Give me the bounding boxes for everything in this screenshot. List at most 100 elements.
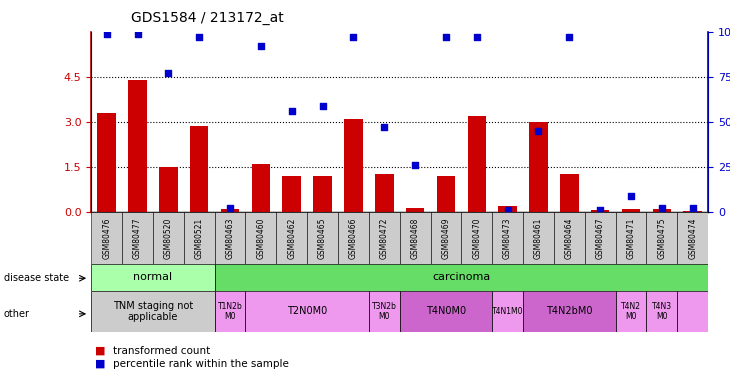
Bar	[369, 212, 400, 264]
Text: GSM80470: GSM80470	[472, 217, 481, 259]
Bar	[492, 212, 523, 264]
Bar	[585, 212, 615, 264]
Text: ■: ■	[95, 359, 105, 369]
Bar	[400, 291, 492, 332]
Bar	[375, 174, 393, 212]
Text: GSM80463: GSM80463	[226, 217, 234, 259]
Point	[193, 34, 205, 40]
Bar	[215, 264, 708, 291]
Text: T1N2b
M0: T1N2b M0	[218, 302, 242, 321]
Text: T4N3
M0: T4N3 M0	[652, 302, 672, 321]
Text: GSM80476: GSM80476	[102, 217, 111, 259]
Point	[625, 193, 637, 199]
Point	[533, 128, 545, 134]
Bar	[97, 113, 116, 212]
Bar	[622, 210, 640, 212]
Bar	[523, 212, 554, 264]
Bar	[400, 212, 431, 264]
Bar	[153, 212, 184, 264]
Bar	[252, 164, 270, 212]
Point	[163, 70, 174, 76]
Bar	[591, 210, 610, 212]
Text: GSM80467: GSM80467	[596, 217, 604, 259]
Point	[656, 205, 668, 211]
Bar	[283, 176, 301, 212]
Bar	[467, 116, 486, 212]
Bar	[499, 206, 517, 212]
Point	[687, 205, 699, 211]
Bar	[307, 212, 338, 264]
Bar	[184, 212, 215, 264]
Bar	[529, 123, 548, 212]
Bar	[615, 212, 647, 264]
Text: GSM80468: GSM80468	[410, 217, 420, 259]
Point	[594, 207, 606, 213]
Point	[286, 108, 298, 114]
Point	[440, 34, 452, 40]
Point	[131, 31, 143, 37]
Text: normal: normal	[134, 273, 172, 282]
Text: GSM80477: GSM80477	[133, 217, 142, 259]
Bar	[220, 210, 239, 212]
Bar	[344, 119, 363, 212]
Bar	[406, 208, 424, 212]
Bar	[647, 212, 677, 264]
Point	[471, 34, 483, 40]
Text: TNM staging not
applicable: TNM staging not applicable	[113, 301, 193, 322]
Point	[410, 162, 421, 168]
Text: percentile rank within the sample: percentile rank within the sample	[113, 359, 289, 369]
Point	[378, 124, 390, 130]
Bar	[159, 167, 177, 212]
Bar	[431, 212, 461, 264]
Point	[317, 103, 328, 109]
Bar	[215, 291, 245, 332]
Bar	[653, 210, 671, 212]
Text: GSM80474: GSM80474	[688, 217, 697, 259]
Point	[224, 205, 236, 211]
Bar	[492, 291, 523, 332]
Bar	[215, 212, 245, 264]
Bar	[276, 212, 307, 264]
Bar	[91, 264, 215, 291]
Text: GSM80465: GSM80465	[318, 217, 327, 259]
Text: GSM80461: GSM80461	[534, 217, 543, 259]
Bar	[245, 212, 276, 264]
Text: GSM80460: GSM80460	[256, 217, 266, 259]
Text: disease state: disease state	[4, 273, 69, 283]
Point	[564, 34, 575, 40]
Bar	[677, 212, 708, 264]
Text: GSM80475: GSM80475	[657, 217, 666, 259]
Bar	[647, 291, 677, 332]
Bar	[313, 176, 332, 212]
Bar	[677, 291, 708, 332]
Point	[101, 31, 112, 37]
Bar	[91, 291, 215, 332]
Text: transformed count: transformed count	[113, 346, 210, 355]
Text: carcinoma: carcinoma	[432, 273, 491, 282]
Text: GSM80469: GSM80469	[442, 217, 450, 259]
Bar	[615, 291, 647, 332]
Text: GDS1584 / 213172_at: GDS1584 / 213172_at	[131, 11, 284, 25]
Bar	[338, 212, 369, 264]
Text: GSM80521: GSM80521	[195, 217, 204, 259]
Point	[255, 43, 266, 49]
Text: GSM80466: GSM80466	[349, 217, 358, 259]
Text: T2N0M0: T2N0M0	[287, 306, 327, 316]
Text: ■: ■	[95, 346, 105, 355]
Text: T3N2b
M0: T3N2b M0	[372, 302, 396, 321]
Text: T4N1M0: T4N1M0	[492, 307, 523, 316]
Bar	[560, 174, 579, 212]
Text: T4N2bM0: T4N2bM0	[546, 306, 593, 316]
Text: GSM80520: GSM80520	[164, 217, 173, 259]
Point	[502, 207, 513, 213]
Bar	[91, 212, 122, 264]
Bar	[245, 291, 369, 332]
Bar	[554, 212, 585, 264]
Text: GSM80462: GSM80462	[287, 217, 296, 259]
Text: GSM80473: GSM80473	[503, 217, 512, 259]
Text: T4N2
M0: T4N2 M0	[621, 302, 641, 321]
Bar	[523, 291, 615, 332]
Text: T4N0M0: T4N0M0	[426, 306, 466, 316]
Bar	[128, 80, 147, 212]
Text: GSM80464: GSM80464	[565, 217, 574, 259]
